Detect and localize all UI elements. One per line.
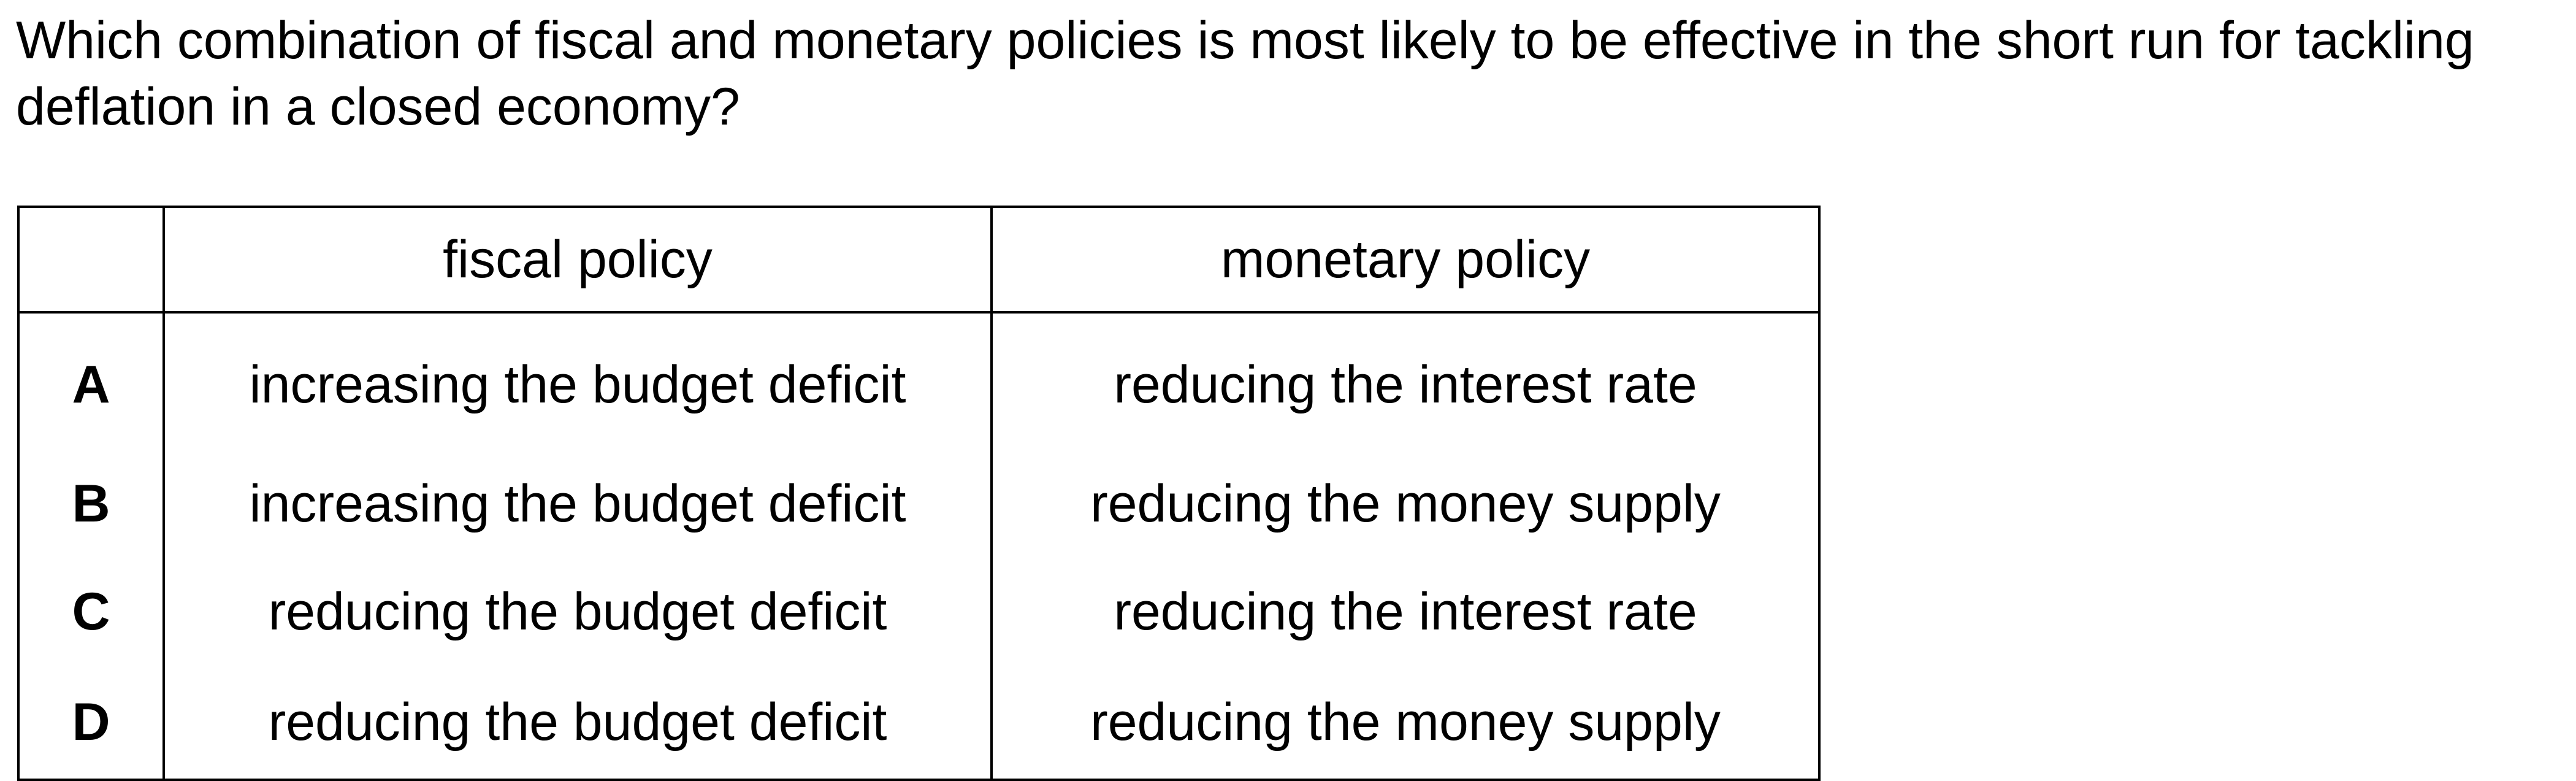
option-monetary: reducing the money supply xyxy=(990,450,1821,558)
header-monetary-policy: monetary policy xyxy=(990,206,1821,314)
option-fiscal: reducing the budget deficit xyxy=(162,558,993,666)
option-monetary: reducing the interest rate xyxy=(990,312,1821,450)
option-letter: B xyxy=(17,450,165,558)
header-letter xyxy=(17,206,165,314)
option-monetary: reducing the money supply xyxy=(990,666,1821,781)
option-row-d[interactable]: D reducing the budget deficit reducing t… xyxy=(17,666,1821,781)
option-letter: C xyxy=(17,558,165,666)
question-text: Which combination of fiscal and monetary… xyxy=(16,11,2474,136)
option-fiscal: increasing the budget deficit xyxy=(162,312,993,450)
option-monetary: reducing the interest rate xyxy=(990,558,1821,666)
option-row-c[interactable]: C reducing the budget deficit reducing t… xyxy=(17,558,1821,666)
option-row-b[interactable]: B increasing the budget deficit reducing… xyxy=(17,450,1821,558)
option-letter: A xyxy=(17,312,165,450)
option-fiscal: reducing the budget deficit xyxy=(162,666,993,781)
option-fiscal: increasing the budget deficit xyxy=(162,450,993,558)
option-letter: D xyxy=(17,666,165,781)
option-row-a[interactable]: A increasing the budget deficit reducing… xyxy=(17,312,1821,450)
table-header-row: fiscal policy monetary policy xyxy=(17,206,1821,314)
options-table: fiscal policy monetary policy A increasi… xyxy=(17,206,1821,781)
header-fiscal-policy: fiscal policy xyxy=(162,206,993,314)
